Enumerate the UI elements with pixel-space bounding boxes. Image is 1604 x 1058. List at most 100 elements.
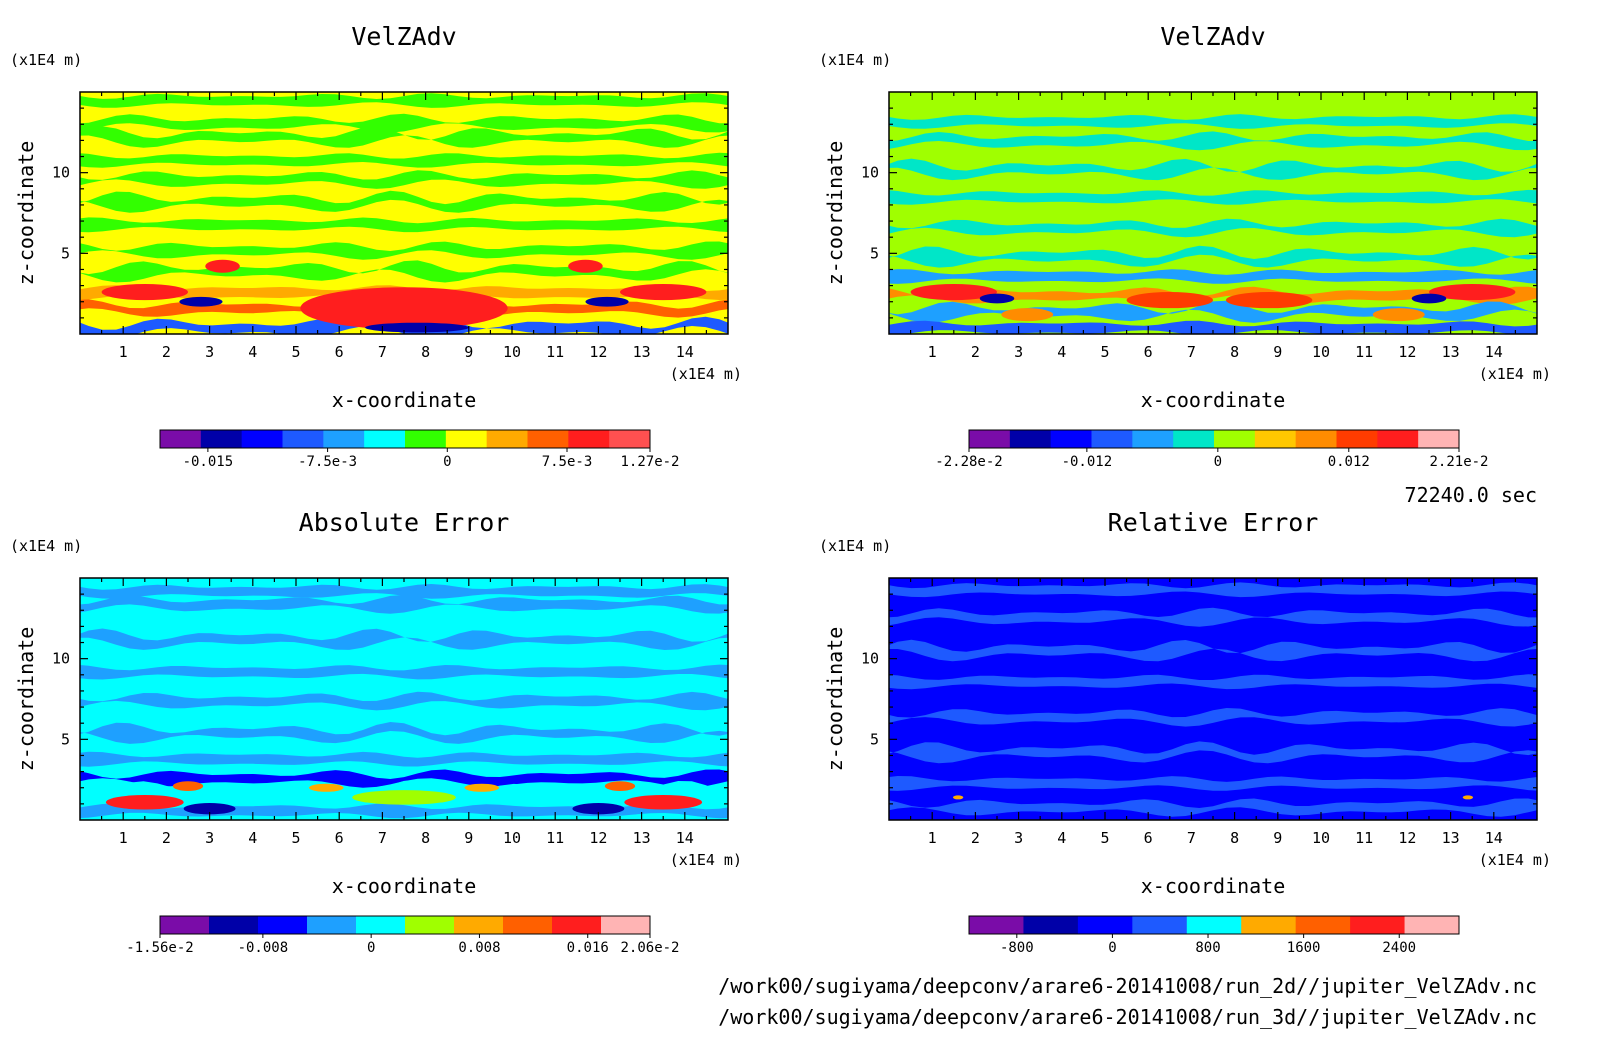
colorbar-label: 1.27e-2: [620, 454, 679, 470]
colorbar-label: -0.012: [1062, 454, 1113, 470]
colorbar-label: 0: [1214, 454, 1222, 470]
contour-band: [80, 691, 728, 711]
contour-band: [80, 769, 728, 788]
contour-feature: [568, 259, 603, 273]
colorbar-swatch: [160, 916, 210, 934]
x-tick-label: 12: [589, 343, 607, 361]
x-tick-label: 8: [421, 343, 430, 361]
y-tick-label: 10: [52, 650, 70, 668]
contour-band: [889, 245, 1537, 268]
x-tick-label: 5: [291, 829, 300, 847]
colorbar-label: 1600: [1287, 940, 1321, 956]
x-tick-label: 6: [335, 829, 344, 847]
colorbar-swatch: [1132, 916, 1188, 934]
colorbar-label: 0: [367, 940, 375, 956]
colorbar-label: -0.008: [238, 940, 289, 956]
x-tick-label: 7: [1187, 343, 1196, 361]
colorbar-swatch: [323, 430, 365, 448]
y-axis-label: z-coordinate: [14, 141, 38, 286]
y-tick-label: 5: [870, 244, 879, 262]
x-tick-label: 11: [1355, 829, 1373, 847]
x-tick-label: 3: [1014, 343, 1023, 361]
x-tick-label: 5: [291, 343, 300, 361]
contour-band: [80, 170, 728, 189]
colorbar-swatch: [1418, 430, 1460, 448]
contour-band: [80, 217, 728, 233]
x-tick-label: 11: [546, 343, 564, 361]
colorbar-swatch: [1132, 430, 1174, 448]
x-axis-label: x-coordinate: [332, 874, 477, 898]
x-tick-label: 2: [971, 829, 980, 847]
x-tick-label: 12: [1398, 829, 1416, 847]
panel-4: Relative Error(x1E4 m)1 2 3 4 5 6 7 8 9 10 11 12 13 1…: [819, 508, 1551, 956]
colorbar-swatch: [1404, 916, 1460, 934]
x-tick-label: 14: [676, 829, 694, 847]
panel-title: Absolute Error: [299, 508, 510, 537]
y-tick-label: 10: [861, 164, 879, 182]
colorbar-label: 0.012: [1328, 454, 1370, 470]
y-tick-label: 10: [861, 650, 879, 668]
contour-band: [80, 152, 728, 168]
heatmap-field: [889, 92, 1537, 334]
contour-band: [889, 158, 1537, 181]
colorbar-swatch: [454, 916, 504, 934]
contour-feature: [979, 293, 1015, 304]
colorbar-frame: [159, 429, 651, 449]
x-tick-label: 8: [1230, 829, 1239, 847]
contour-band: [80, 803, 728, 819]
x-tick-label: 1: [119, 829, 128, 847]
file-path-2: /work00/sugiyama/deepconv/arare6-2014100…: [718, 1005, 1537, 1029]
x-tick-label: 7: [1187, 829, 1196, 847]
x-tick-label: 14: [1485, 829, 1503, 847]
y-unit-label: (x1E4 m): [819, 51, 891, 69]
x-tick-label: 2: [162, 829, 171, 847]
x-tick-label: 10: [503, 829, 521, 847]
contour-band: [80, 113, 728, 133]
file-path-1: /work00/sugiyama/deepconv/arare6-2014100…: [718, 974, 1537, 998]
contour-feature: [183, 803, 236, 815]
colorbar-label: 0: [1108, 940, 1116, 956]
contour-feature: [910, 283, 997, 301]
colorbar-label: -0.015: [183, 454, 234, 470]
x-tick-label: 3: [205, 343, 214, 361]
colorbar-swatch: [503, 916, 553, 934]
colorbar-swatch: [356, 916, 406, 934]
contour-band: [889, 607, 1537, 627]
contour-feature: [172, 781, 204, 791]
y-unit-label: (x1E4 m): [819, 537, 891, 555]
contour-feature: [1001, 308, 1054, 322]
x-tick-label: 5: [1100, 343, 1109, 361]
y-axis-label: z-coordinate: [14, 627, 38, 772]
colorbar-swatch: [486, 430, 528, 448]
colorbar-label: 2.21e-2: [1429, 454, 1488, 470]
contour-feature: [300, 287, 508, 330]
contour-band: [80, 722, 728, 744]
x-tick-label: 4: [1057, 343, 1066, 361]
x-axis-label: x-coordinate: [1141, 388, 1286, 412]
x-tick-label: 9: [1273, 829, 1282, 847]
contour-feature: [365, 322, 469, 333]
colorbar-label: -1.56e-2: [126, 940, 193, 956]
colorbar-swatch: [1214, 430, 1256, 448]
y-axis-label: z-coordinate: [823, 627, 847, 772]
panel-3: Absolute Error(x1E4 m)1 2 3 4 5 6 7 8 9 10 11 12 13 1…: [10, 508, 742, 956]
x-tick-label: 4: [1057, 829, 1066, 847]
contour-band: [80, 93, 728, 108]
colorbar-label: 800: [1195, 940, 1220, 956]
colorbar-swatch: [1336, 430, 1378, 448]
contour-band: [889, 218, 1537, 238]
x-tick-label: 13: [1442, 829, 1460, 847]
contour-band: [889, 639, 1537, 662]
colorbar-swatch: [160, 430, 202, 448]
colorbar-label: 2400: [1382, 940, 1416, 956]
panel-2: VelZAdv(x1E4 m)1 2 3 4 5 6 7 8 9 10 11 12 13 14510(x1…: [819, 22, 1551, 470]
x-tick-label: 9: [1273, 343, 1282, 361]
colorbar-swatch: [1186, 916, 1242, 934]
x-tick-label: 7: [378, 829, 387, 847]
x-axis-label: x-coordinate: [1141, 874, 1286, 898]
colorbar-swatch: [209, 916, 259, 934]
contour-band: [80, 299, 728, 318]
x-tick-label: 2: [971, 343, 980, 361]
contour-band: [889, 269, 1537, 284]
